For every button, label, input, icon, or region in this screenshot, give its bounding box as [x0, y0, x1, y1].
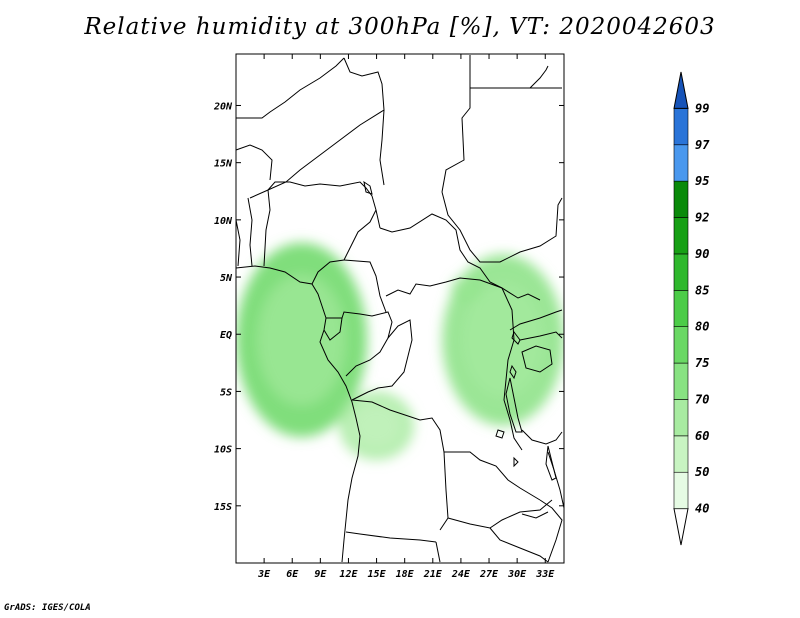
colorbar-bottom-triangle [673, 508, 689, 546]
region-core-gulf-of-guinea-coast [257, 275, 346, 405]
border-nigeria-cameroon [311, 209, 377, 285]
border-botswana [435, 541, 441, 563]
colorbar-box [673, 399, 689, 437]
y-tick-label: 5S [220, 387, 232, 398]
border-mozambique [539, 499, 563, 563]
colorbar: 40 50 60 70 75 80 85 90 92 95 97 99 [673, 71, 710, 546]
y-tick-label: 10S [214, 445, 232, 456]
border-drc-west [351, 319, 413, 401]
x-tick-label: 24E [451, 569, 471, 580]
border-gabon-inner [323, 317, 343, 341]
x-tick-label: 9E [314, 569, 327, 580]
border-tanzania [521, 429, 563, 445]
colorbar-label: 92 [695, 211, 709, 225]
region-core-congo-basin-east [462, 282, 544, 398]
border-drc-south [351, 399, 541, 501]
region-core-angola-coast [351, 402, 402, 449]
map-frame [235, 53, 565, 564]
map-title: Relative humidity at 300hPa [%], VT: 202… [84, 14, 716, 40]
border-uganda-kenya [519, 331, 563, 341]
x-tick-label: 6E [286, 569, 299, 580]
border-car-south [385, 277, 541, 301]
colorbar-box [673, 326, 689, 364]
colorbar-box [673, 362, 689, 400]
colorbar-box [673, 217, 689, 255]
colorbar-top-triangle [673, 71, 689, 109]
colorbar-box [673, 180, 689, 218]
border-angola-south [345, 531, 437, 543]
y-tick-label: 20N [213, 101, 233, 112]
colorbar-box [673, 144, 689, 182]
border-nigeria-west [263, 189, 271, 267]
x-tick-label: 18E [396, 569, 415, 580]
lake-malawi [545, 445, 557, 481]
lake-kivu [509, 364, 517, 380]
border-niger-chad [249, 109, 385, 199]
x-tick-label: 12E [339, 569, 358, 580]
lake-bangweulu [513, 456, 519, 468]
colorbar-label: 85 [695, 283, 709, 297]
colorbar-label: 90 [695, 247, 709, 261]
colorbar-label: 99 [695, 101, 709, 115]
colorbar-box [673, 253, 689, 291]
border-mali [235, 144, 273, 181]
lake-chad [363, 180, 373, 195]
lake-albert [511, 330, 521, 345]
y-tick-label: 10N [214, 216, 233, 227]
border-south-sudan-uganda [509, 309, 563, 331]
humidity-shading [236, 242, 564, 461]
colorbar-box [673, 471, 689, 509]
border-chad-car [379, 213, 503, 289]
y-tick-label: EQ [220, 330, 232, 341]
x-tick-label: 33E [535, 569, 555, 580]
region-core-central-patch [456, 280, 475, 297]
lake-tanganyika [505, 377, 523, 433]
shading-layer [236, 242, 564, 461]
lake-mweru [495, 429, 505, 439]
colorbar-label: 95 [695, 174, 709, 188]
map-axes: 3E 6E 9E 12E 15E 18E 21E 24E 27E 30E 33E 20N 15N 10N 5… [213, 53, 565, 580]
x-tick-label: 27E [479, 569, 499, 580]
x-tick-label: 30E [507, 569, 527, 580]
border-nigeria-north [267, 181, 381, 229]
credit-label: GrADS: IGES/COLA [4, 603, 91, 613]
border-gabon-congo [326, 311, 393, 377]
border-ghana [235, 219, 241, 267]
border-zimbabwe [489, 527, 549, 563]
colorbar-label: 75 [695, 356, 709, 370]
coastline-west [235, 265, 361, 563]
border-zambia-south [447, 499, 553, 529]
red-sea-coast [529, 65, 549, 89]
colorbar-label: 80 [695, 320, 709, 334]
y-tick-label: 15S [214, 502, 232, 513]
colorbar-label: 40 [695, 502, 709, 516]
colorbar-label: 70 [695, 392, 709, 406]
x-tick-label: 15E [368, 569, 387, 580]
border-malawi [547, 451, 565, 509]
y-tick-label: 5N [220, 273, 233, 284]
colorbar-label: 50 [695, 465, 709, 479]
x-tick-label: 3E [257, 569, 271, 580]
border-cameroon-car [343, 259, 387, 313]
colorbar-label: 97 [695, 138, 710, 152]
lake-kariba [521, 511, 549, 519]
lake-victoria [521, 345, 553, 373]
colorbar-box [673, 290, 689, 327]
border-libya-egypt [441, 55, 471, 193]
border-benin-togo [247, 197, 253, 267]
border-drc-east [501, 287, 523, 451]
border-north-1 [236, 57, 345, 119]
country-borders [235, 55, 565, 563]
x-tick-label: 21E [423, 569, 443, 580]
border-north-2 [343, 57, 385, 186]
border-sudan-east [441, 191, 563, 263]
border-angola-zambia [439, 451, 449, 531]
colorbar-box [673, 435, 689, 473]
y-tick-label: 15N [214, 159, 233, 170]
colorbar-box [673, 108, 689, 146]
colorbar-label: 60 [695, 429, 709, 443]
